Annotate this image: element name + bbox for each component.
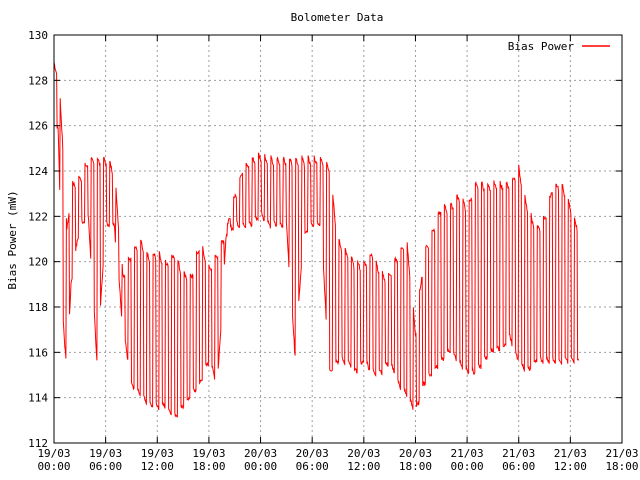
x-tick-label-date: 20/03 (244, 447, 277, 460)
x-tick-label-time: 06:00 (502, 460, 535, 473)
x-tick-label-time: 06:00 (296, 460, 329, 473)
x-tick-label-time: 00:00 (244, 460, 277, 473)
x-tick-label-time: 12:00 (141, 460, 174, 473)
y-axis-label: Bias Power (mW) (6, 190, 19, 289)
y-tick-label: 124 (28, 165, 48, 178)
y-tick-label: 116 (28, 346, 48, 359)
x-tick-label-time: 00:00 (37, 460, 70, 473)
y-tick-label: 114 (28, 392, 48, 405)
x-tick-label-date: 20/03 (399, 447, 432, 460)
x-tick-label-date: 19/03 (141, 447, 174, 460)
y-tick-label: 128 (28, 74, 48, 87)
legend: Bias Power (508, 40, 610, 53)
x-tick-label-date: 19/03 (89, 447, 122, 460)
legend-label: Bias Power (508, 40, 575, 53)
x-tick-label-time: 00:00 (451, 460, 484, 473)
y-tick-label: 126 (28, 120, 48, 133)
x-tick-label-date: 19/03 (37, 447, 70, 460)
ticks: 11211411611812012212412612813019/0300:00… (28, 29, 638, 473)
x-tick-label-date: 21/03 (605, 447, 638, 460)
x-tick-label-time: 18:00 (605, 460, 638, 473)
x-tick-label-date: 21/03 (451, 447, 484, 460)
bias-power-series-line (53, 62, 580, 418)
x-tick-label-time: 12:00 (347, 460, 380, 473)
y-tick-label: 120 (28, 256, 48, 269)
x-tick-label-date: 21/03 (502, 447, 535, 460)
y-tick-label: 122 (28, 210, 48, 223)
x-tick-label-time: 18:00 (399, 460, 432, 473)
y-tick-label: 118 (28, 301, 48, 314)
x-tick-label-date: 20/03 (347, 447, 380, 460)
series-layer (53, 62, 580, 418)
y-tick-label: 112 (28, 437, 48, 450)
y-tick-label: 130 (28, 29, 48, 42)
plot-frame (53, 34, 623, 444)
chart-title: Bolometer Data (291, 11, 384, 24)
x-tick-label-date: 20/03 (296, 447, 329, 460)
x-tick-label-time: 18:00 (192, 460, 225, 473)
x-tick-label-date: 19/03 (192, 447, 225, 460)
x-tick-label-date: 21/03 (554, 447, 587, 460)
x-tick-label-time: 06:00 (89, 460, 122, 473)
x-tick-label-time: 12:00 (554, 460, 587, 473)
grid (54, 35, 622, 443)
